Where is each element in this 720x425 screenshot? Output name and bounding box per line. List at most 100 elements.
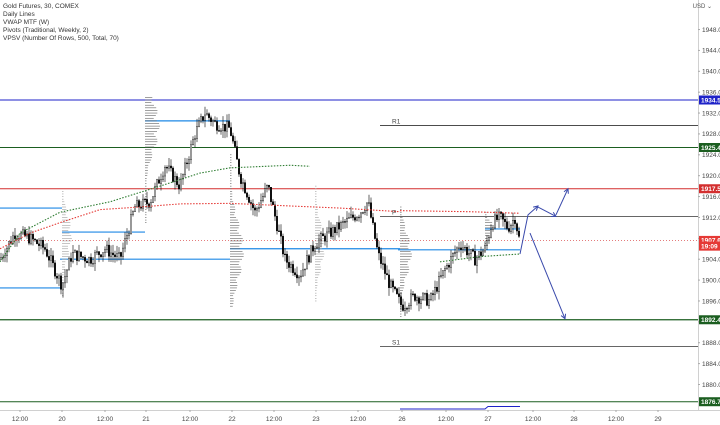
candle-body xyxy=(106,244,108,250)
candle-body xyxy=(228,121,230,128)
candle-body xyxy=(258,207,260,209)
price-badge xyxy=(699,184,720,194)
candle-body xyxy=(226,121,228,132)
candle-body xyxy=(430,293,432,300)
candle-body xyxy=(80,251,82,257)
candle-body xyxy=(22,229,24,234)
candle-body xyxy=(518,230,520,237)
candle-body xyxy=(352,214,354,218)
candle-body xyxy=(474,250,476,266)
candle-body xyxy=(92,263,94,265)
price-tick-label: 1904.0 xyxy=(702,257,720,264)
candle-body xyxy=(126,235,128,239)
candle-body xyxy=(446,265,448,269)
candle-body xyxy=(134,206,136,212)
candle-body xyxy=(160,179,162,184)
candle-body xyxy=(300,275,302,278)
price-badge xyxy=(699,315,720,325)
candle-body xyxy=(244,182,246,194)
candle-body xyxy=(262,196,264,201)
candle-body xyxy=(12,235,14,244)
candle-body xyxy=(36,239,38,245)
candle-body xyxy=(48,256,50,261)
candle-body xyxy=(236,146,238,160)
candle-body xyxy=(72,252,74,262)
candle-body xyxy=(58,275,60,279)
candle-body xyxy=(306,255,308,270)
candle-body xyxy=(110,252,112,257)
currency-label[interactable]: USD ⌄ xyxy=(693,3,712,10)
candle-body xyxy=(148,203,150,208)
candle-body xyxy=(196,126,198,139)
candle-body xyxy=(130,214,132,234)
candle-body xyxy=(164,166,166,177)
candle-body xyxy=(448,265,450,268)
candle-body xyxy=(66,269,68,277)
candle-body xyxy=(172,167,174,182)
legend-pivots[interactable]: Pivots (Traditional, Weekly, 2) xyxy=(3,27,89,34)
candle-body xyxy=(492,227,494,230)
candle-body xyxy=(384,263,386,274)
price-badge xyxy=(699,143,720,153)
candle-body xyxy=(150,202,152,208)
vwap-red-line-2 xyxy=(399,210,521,214)
candle-body xyxy=(166,166,168,169)
candle-body xyxy=(314,248,316,252)
candle-body xyxy=(54,262,56,277)
candle-body xyxy=(454,251,456,254)
candle-body xyxy=(318,239,320,248)
candle-body xyxy=(400,296,402,306)
candle-body xyxy=(20,232,22,239)
candle-body xyxy=(186,162,188,165)
candle-body xyxy=(424,293,426,295)
candle-body xyxy=(386,273,388,276)
candle-body xyxy=(108,244,110,257)
time-tick-label: 12:00 xyxy=(97,416,114,423)
time-tick-label: 28 xyxy=(570,416,578,423)
candle-body xyxy=(460,247,462,250)
candle-body xyxy=(122,247,124,257)
candle-body xyxy=(348,217,350,219)
candle-body xyxy=(362,212,364,214)
candle-body xyxy=(162,175,164,180)
price-badge-label: 1892.4 xyxy=(701,317,720,324)
candle-body xyxy=(146,199,148,205)
candle-body xyxy=(412,293,414,295)
candle-body xyxy=(210,117,212,122)
candle-body xyxy=(342,221,344,223)
candle-body xyxy=(198,120,200,127)
currency-text: USD xyxy=(692,4,706,10)
candle-body xyxy=(304,268,306,271)
legend-vpsv[interactable]: VPSV (Number Of Rows, 500, Total, 70) xyxy=(3,35,119,42)
vwap-red-line xyxy=(0,202,401,250)
candle-body xyxy=(52,255,54,264)
candle-body xyxy=(188,159,190,165)
candle-body xyxy=(328,227,330,233)
candle-body xyxy=(514,220,516,224)
candle-body xyxy=(90,257,92,264)
candle-body xyxy=(30,234,32,244)
candle-body xyxy=(398,293,400,297)
candle-body xyxy=(332,227,334,237)
candle-body xyxy=(118,252,120,254)
candle-body xyxy=(64,276,66,284)
candle-body xyxy=(364,210,366,213)
projection-arrow-down-head xyxy=(560,313,567,320)
candle-body xyxy=(516,223,518,232)
candle-body xyxy=(498,211,500,220)
candle-body xyxy=(206,113,208,116)
candle-body xyxy=(442,270,444,276)
legend-vwap[interactable]: VWAP MTF (W) xyxy=(3,19,50,26)
candle-body xyxy=(86,260,88,264)
candle-body xyxy=(274,204,276,217)
candle-body xyxy=(494,214,496,229)
candle-body xyxy=(216,121,218,131)
candle-body xyxy=(2,256,4,259)
candle-body xyxy=(462,247,464,250)
candle-body xyxy=(170,165,172,169)
candle-body xyxy=(140,206,142,209)
candle-body xyxy=(478,251,480,258)
legend-daily-lines[interactable]: Daily Lines xyxy=(3,11,35,18)
candle-body xyxy=(376,238,378,248)
